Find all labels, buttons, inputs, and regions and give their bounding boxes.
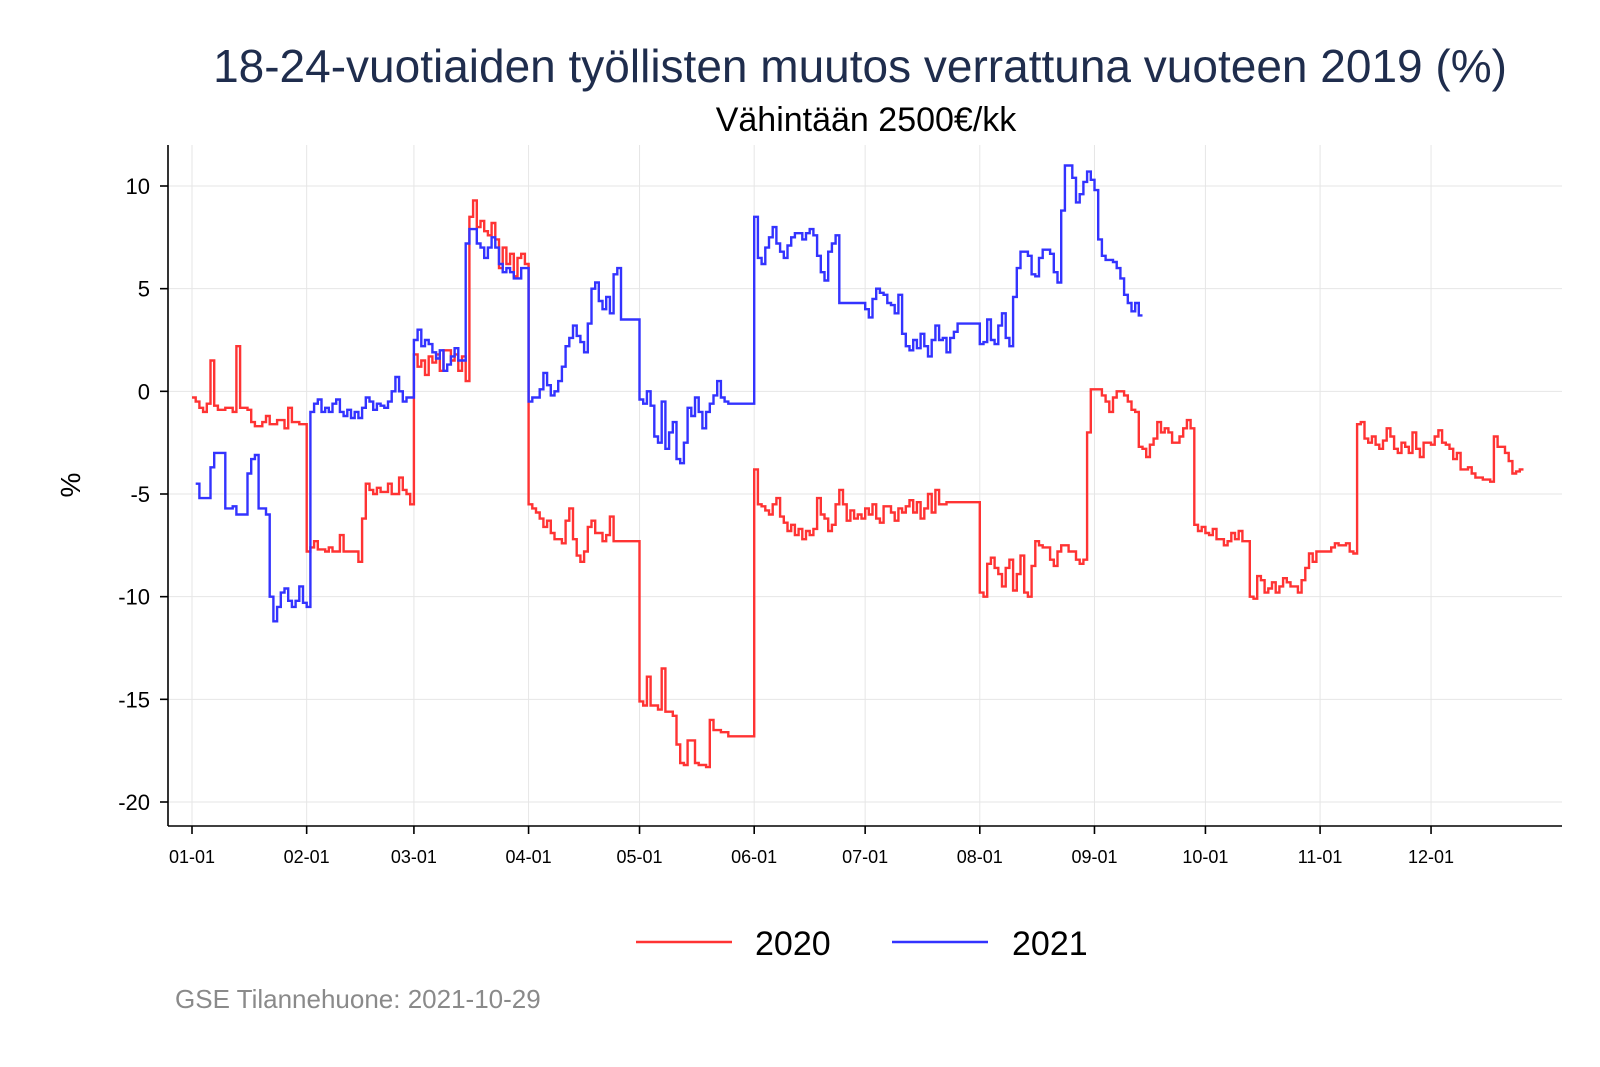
y-tick-label: 0 (138, 379, 150, 404)
x-tick-label: 04-01 (506, 847, 552, 867)
y-tick-label: -15 (118, 687, 150, 712)
y-tick-label: -10 (118, 585, 150, 610)
x-tick-label: 01-01 (169, 847, 215, 867)
legend-label-2021: 2021 (1012, 925, 1088, 963)
legend-label-2020: 2020 (755, 925, 831, 963)
x-tick-label: 10-01 (1182, 847, 1228, 867)
y-tick-label: 10 (126, 174, 150, 199)
y-axis-ticks: 10 5 0 -5 -10 -15 -20 (118, 174, 168, 815)
series-line-2020 (192, 199, 1524, 769)
x-tick-label: 05-01 (617, 847, 663, 867)
x-tick-label: 02-01 (284, 847, 330, 867)
chart-title: 18-24-vuotiaiden työllisten muutos verra… (213, 40, 1507, 92)
series-layer (192, 164, 1524, 769)
x-tick-label: 08-01 (957, 847, 1003, 867)
legend: 2020 2021 (636, 925, 1088, 963)
x-tick-label: 11-01 (1298, 847, 1343, 867)
y-axis-label: % (55, 473, 86, 498)
x-tick-label: 09-01 (1071, 847, 1117, 867)
y-tick-label: -20 (118, 790, 150, 815)
x-tick-label: 03-01 (391, 847, 437, 867)
x-axis-ticks: 01-01 02-01 03-01 04-01 05-01 06-01 07-01 08-01… (169, 826, 1454, 867)
series-line-2021 (195, 164, 1143, 623)
source-note: GSE Tilannehuone: 2021-10-29 (175, 984, 541, 1014)
x-tick-label: 06-01 (731, 847, 777, 867)
x-tick-label: 07-01 (842, 847, 888, 867)
chart-subtitle: Vähintään 2500€/kk (716, 101, 1018, 139)
y-tick-label: 5 (138, 277, 150, 302)
grid (168, 145, 1562, 826)
x-tick-label: 12-01 (1408, 847, 1454, 867)
y-tick-label: -5 (130, 482, 150, 507)
